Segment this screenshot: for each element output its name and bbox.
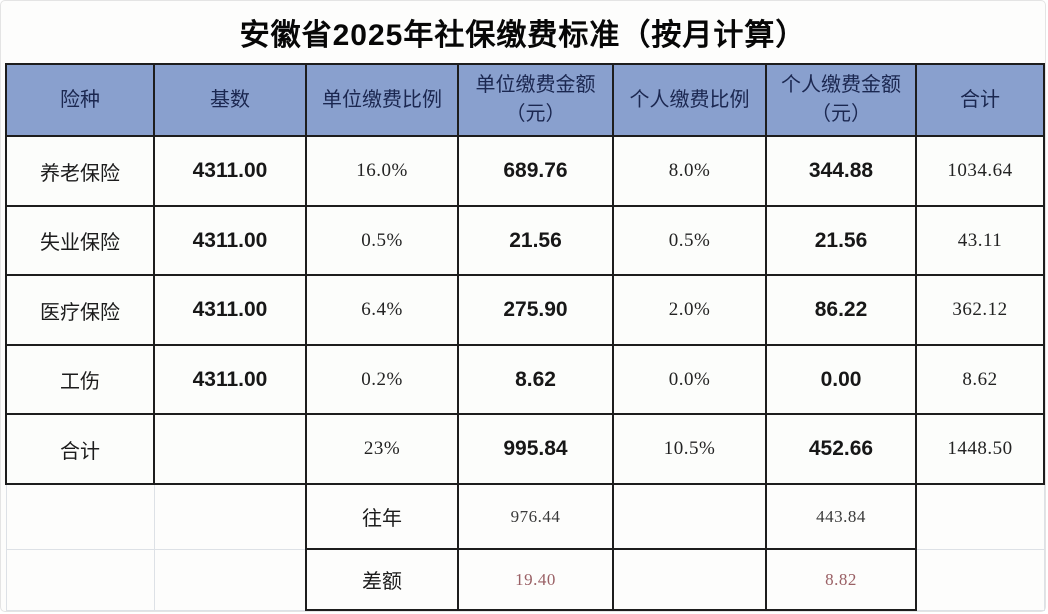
- cell-insurance-type: 医疗保险: [5, 274, 155, 346]
- cell-employer-amount: 995.84: [457, 413, 614, 485]
- cell-personal-rate: 8.0%: [612, 135, 767, 207]
- cell-total: 43.11: [915, 205, 1045, 276]
- cell-empty: [153, 548, 307, 611]
- cell-history-label: 差额: [305, 548, 459, 611]
- cell-employer-amount: 8.62: [457, 344, 614, 415]
- cell-history-label: 往年: [305, 483, 459, 550]
- header-insurance-type: 险种: [5, 63, 155, 137]
- header-employer-rate: 单位缴费比例: [305, 63, 459, 137]
- cell-personal-rate: 10.5%: [612, 413, 767, 485]
- header-total: 合计: [915, 63, 1045, 137]
- row-total: 合计 23% 995.84 10.5% 452.66 1448.50: [5, 413, 1045, 485]
- cell-personal-amount: 344.88: [765, 135, 917, 207]
- cell-base: 4311.00: [153, 135, 307, 207]
- row-medical-insurance: 医疗保险 4311.00 6.4% 275.90 2.0% 86.22 362.…: [5, 274, 1045, 346]
- cell-employer-amount: 689.76: [457, 135, 614, 207]
- cell-base-empty: [153, 413, 307, 485]
- cell-insurance-type: 养老保险: [5, 135, 155, 207]
- cell-total: 1448.50: [915, 413, 1045, 485]
- cell-empty: [5, 548, 155, 611]
- cell-employer-rate: 6.4%: [305, 274, 459, 346]
- row-pension-insurance: 养老保险 4311.00 16.0% 689.76 8.0% 344.88 10…: [5, 135, 1045, 207]
- row-work-injury: 工伤 4311.00 0.2% 8.62 0.0% 0.00 8.62: [5, 344, 1045, 415]
- cell-empty: [612, 483, 767, 550]
- cell-employer-amount: 21.56: [457, 205, 614, 276]
- page-title: 安徽省2025年社保缴费标准（按月计算）: [239, 19, 807, 52]
- header-employer-amount: 单位缴费金额（元）: [457, 63, 614, 137]
- cell-personal-amount-difference: 8.82: [765, 548, 917, 611]
- cell-personal-rate: 0.5%: [612, 205, 767, 276]
- cell-empty: [915, 548, 1045, 611]
- cell-employer-amount: 976.44: [457, 483, 614, 550]
- cell-total: 1034.64: [915, 135, 1045, 207]
- row-unemployment-insurance: 失业保险 4311.00 0.5% 21.56 0.5% 21.56 43.11: [5, 205, 1045, 276]
- cell-personal-amount: 0.00: [765, 344, 917, 415]
- header-personal-rate: 个人缴费比例: [612, 63, 767, 137]
- header-row: 险种 基数 单位缴费比例 单位缴费金额（元） 个人缴费比例 个人缴费金额（元） …: [5, 63, 1045, 137]
- cell-total: 362.12: [915, 274, 1045, 346]
- cell-personal-amount: 86.22: [765, 274, 917, 346]
- cell-insurance-type: 工伤: [5, 344, 155, 415]
- cell-base: 4311.00: [153, 344, 307, 415]
- cell-empty: [612, 548, 767, 611]
- cell-employer-amount: 275.90: [457, 274, 614, 346]
- cell-personal-rate: 0.0%: [612, 344, 767, 415]
- header-personal-amount: 个人缴费金额（元）: [765, 63, 917, 137]
- cell-employer-rate: 0.2%: [305, 344, 459, 415]
- cell-insurance-type: 失业保险: [5, 205, 155, 276]
- cell-employer-rate: 0.5%: [305, 205, 459, 276]
- cell-employer-rate: 16.0%: [305, 135, 459, 207]
- row-previous-year: 往年 976.44 443.84: [5, 483, 1045, 550]
- header-base: 基数: [153, 63, 307, 137]
- cell-employer-rate: 23%: [305, 413, 459, 485]
- cell-empty: [5, 483, 155, 550]
- cell-employer-amount-difference: 19.40: [457, 548, 614, 611]
- row-difference: 差额 19.40 8.82: [5, 548, 1045, 611]
- cell-personal-amount: 21.56: [765, 205, 917, 276]
- cell-total: 8.62: [915, 344, 1045, 415]
- social-security-fee-table: 险种 基数 单位缴费比例 单位缴费金额（元） 个人缴费比例 个人缴费金额（元） …: [5, 63, 1045, 611]
- cell-empty: [153, 483, 307, 550]
- cell-base: 4311.00: [153, 205, 307, 276]
- cell-personal-rate: 2.0%: [612, 274, 767, 346]
- cell-insurance-type: 合计: [5, 413, 155, 485]
- cell-base: 4311.00: [153, 274, 307, 346]
- cell-empty: [915, 483, 1045, 550]
- cell-personal-amount: 443.84: [765, 483, 917, 550]
- cell-personal-amount: 452.66: [765, 413, 917, 485]
